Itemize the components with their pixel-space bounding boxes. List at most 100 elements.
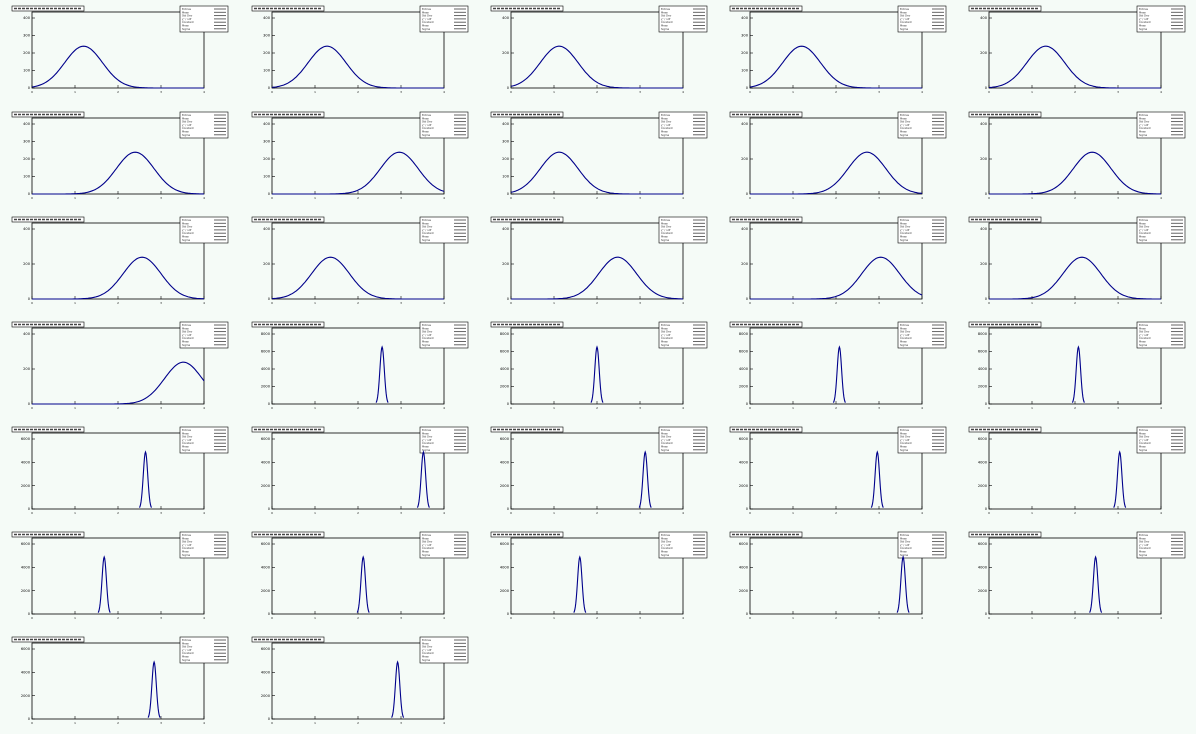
x-tick-label: 4 [921, 406, 923, 410]
x-tick-label: 1 [74, 616, 76, 620]
gaussian-fit-line [32, 256, 205, 300]
stat-label: Std Dev [1139, 330, 1150, 334]
x-tick-label: 1 [553, 196, 555, 200]
y-tick-label: 0 [985, 86, 988, 90]
x-tick-label: 4 [443, 196, 445, 200]
x-tick-label: 1 [1031, 406, 1033, 410]
x-tick-label: 0 [749, 616, 751, 620]
stat-label: Sigma [661, 238, 670, 242]
y-tick-label: 200 [502, 51, 510, 55]
y-tick-label: 2000 [739, 484, 749, 488]
stat-label: Constant [661, 441, 673, 445]
x-tick-label: 2 [357, 511, 359, 515]
y-tick-label: 0 [268, 402, 271, 406]
stat-label: χ² / ndf [1139, 438, 1148, 442]
y-tick-label: 300 [23, 34, 31, 38]
plot-frame [31, 222, 205, 300]
gaussian-fit-line [1113, 450, 1127, 508]
stat-label: Constant [1139, 546, 1151, 550]
x-tick-label: 2 [596, 616, 598, 620]
y-tick-label: 4000 [739, 461, 749, 465]
stat-label: Std Dev [1139, 435, 1150, 439]
stat-label: Std Dev [661, 225, 672, 229]
stat-label: Mean [182, 340, 189, 344]
y-tick-label: 6000 [739, 437, 749, 441]
x-tick-label: 3 [1117, 406, 1119, 410]
x-tick-label: 0 [988, 301, 990, 305]
plot-frame [271, 222, 445, 300]
x-tick-label: 0 [271, 721, 273, 725]
y-tick-label: 100 [263, 175, 271, 179]
y-tick-label: 400 [980, 122, 988, 126]
y-tick-label: 400 [980, 227, 988, 231]
x-tick-label: 2 [357, 721, 359, 725]
stat-label: Mean [1139, 340, 1146, 344]
x-tick-label: 3 [160, 406, 162, 410]
x-tick-label: 2 [117, 196, 119, 200]
x-tick-label: 3 [1117, 511, 1119, 515]
y-tick-label: 0 [985, 297, 988, 301]
y-tick-label: 100 [23, 69, 31, 73]
x-tick-label: 0 [749, 301, 751, 305]
gaussian-fit-line [989, 256, 1161, 300]
y-tick-label: 200 [502, 262, 510, 266]
stat-label: Entries [661, 323, 671, 327]
x-tick-label: 2 [1074, 511, 1076, 515]
y-tick-label: 200 [502, 157, 510, 161]
y-tick-label: 100 [23, 175, 31, 179]
gaussian-fit-line [1089, 555, 1103, 613]
stat-label: Mean [661, 235, 668, 239]
stat-label: Sigma [422, 553, 431, 557]
x-tick-label: 3 [639, 90, 641, 94]
stat-label: Mean [1139, 326, 1146, 330]
x-tick-label: 3 [878, 90, 880, 94]
x-tick-label: 3 [160, 616, 162, 620]
x-tick-label: 2 [117, 90, 119, 94]
y-tick-label: 400 [741, 122, 749, 126]
stat-label: Std Dev [900, 14, 911, 18]
stat-label: Mean [182, 431, 189, 435]
x-tick-label: 1 [74, 196, 76, 200]
stat-label: Mean [422, 221, 429, 225]
y-tick-label: 0 [28, 717, 31, 721]
plot-frame [510, 11, 684, 89]
stat-label: χ² / ndf [182, 543, 191, 547]
stat-label: Std Dev [422, 14, 433, 18]
stat-label: Std Dev [422, 120, 433, 124]
x-tick-label: 4 [921, 90, 923, 94]
y-tick-label: 0 [746, 402, 749, 406]
stat-label: χ² / ndf [182, 123, 191, 127]
stat-label: Entries [661, 218, 671, 222]
x-tick-label: 1 [792, 90, 794, 94]
stat-label: Mean [182, 536, 189, 540]
y-tick-label: 8000 [261, 332, 271, 336]
y-tick-label: 400 [502, 227, 510, 231]
x-tick-label: 4 [921, 616, 923, 620]
y-tick-label: 2000 [739, 589, 749, 593]
stat-label: Constant [422, 336, 434, 340]
x-tick-label: 2 [835, 301, 837, 305]
stat-label: χ² / ndf [900, 333, 909, 337]
stat-label: Mean [422, 536, 429, 540]
gaussian-fit-line [590, 345, 604, 403]
x-tick-label: 1 [74, 721, 76, 725]
stat-label: Entries [900, 323, 910, 327]
stat-label: Constant [900, 441, 912, 445]
y-tick-label: 2000 [21, 484, 31, 488]
x-tick-label: 0 [271, 616, 273, 620]
y-tick-label: 2000 [978, 385, 988, 389]
stat-label: Mean [900, 340, 907, 344]
y-tick-label: 200 [741, 262, 749, 266]
x-tick-label: 2 [596, 511, 598, 515]
stat-label: Entries [422, 428, 432, 432]
x-tick-label: 1 [792, 301, 794, 305]
x-tick-label: 2 [596, 301, 598, 305]
stat-label: Mean [900, 235, 907, 239]
stat-label: Sigma [661, 133, 670, 137]
x-tick-label: 0 [271, 511, 273, 515]
